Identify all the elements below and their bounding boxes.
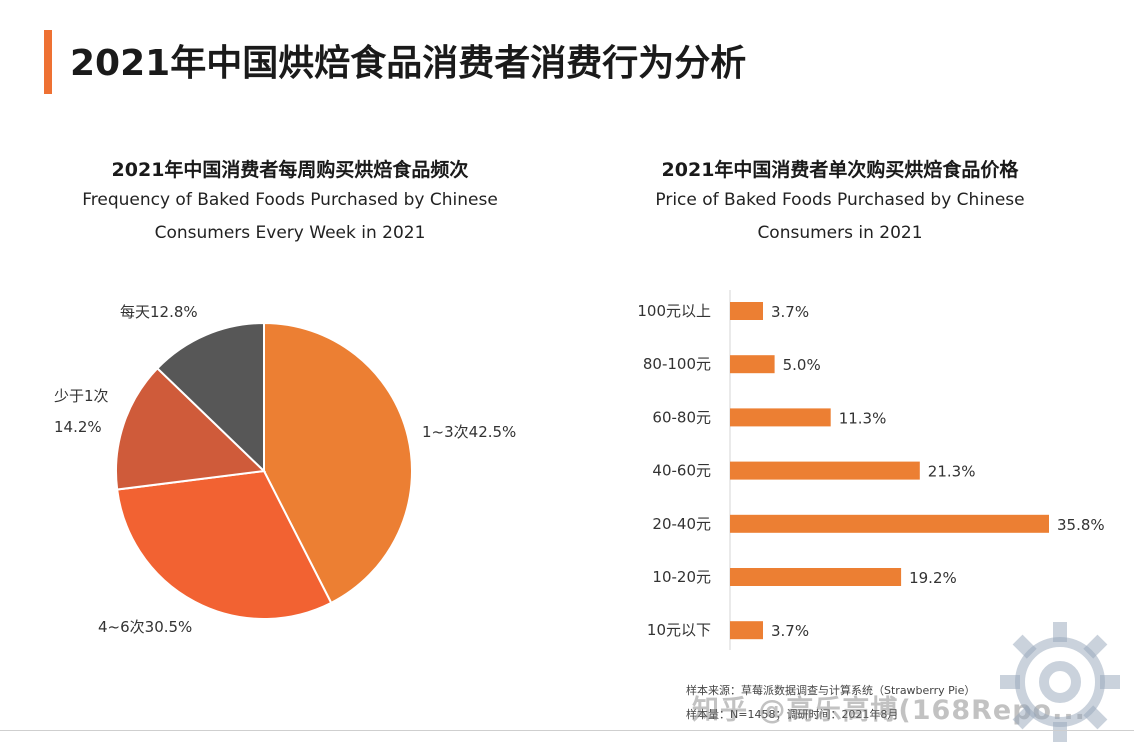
pie-chart-title-en-1: Frequency of Baked Foods Purchased by Ch… (82, 190, 498, 210)
bar-value-label: 21.3% (928, 463, 976, 481)
bar-value-label: 11.3% (839, 409, 887, 427)
pie-slice-3 (115, 366, 267, 491)
title-accent-bar (44, 30, 52, 94)
bar-category-label: 80-100元 (643, 355, 711, 373)
bar-5 (730, 514, 1049, 533)
bar-chart-title-en-1: Price of Baked Foods Purchased by Chines… (655, 190, 1025, 210)
footer-divider (0, 730, 1134, 731)
pie-label-3-value: 14.2% (54, 418, 102, 436)
bar-chart-title-en-2: Consumers in 2021 (757, 223, 923, 243)
pie-label-4: 每天12.8% (120, 303, 198, 321)
bar-value-label: 19.2% (909, 569, 957, 587)
pie-label-2: 4~6次30.5% (98, 618, 192, 636)
bar-4 (730, 461, 920, 480)
pie-label-3-name: 少于1次 (54, 387, 109, 405)
bar-6 (730, 568, 902, 586)
bar-chart-heading: 2021年中国消费者单次购买烘焙食品价格 Price of Baked Food… (590, 156, 1090, 250)
bar-category-label: 10元以下 (647, 621, 711, 639)
bar-7 (730, 621, 763, 640)
pie-slice-4 (155, 321, 265, 474)
pie-chart-title-en-2: Consumers Every Week in 2021 (154, 223, 426, 243)
gear-watermark-icon (1000, 622, 1120, 742)
bar-3 (730, 408, 831, 427)
pie-chart-title-zh: 2021年中国消费者每周购买烘焙食品频次 (111, 159, 469, 181)
pie-label-1: 1~3次42.5% (422, 423, 516, 441)
bar-value-label: 5.0% (783, 356, 821, 374)
bar-value-label: 35.8% (1057, 516, 1105, 534)
bar-category-label: 40-60元 (652, 462, 711, 480)
bar-category-label: 20-40元 (652, 515, 711, 533)
sample-note: 样本量：N=1458；调研时间：2021年8月 (686, 708, 899, 721)
bar-1 (730, 302, 763, 320)
bar-2 (730, 355, 775, 374)
bar-category-label: 60-80元 (652, 408, 711, 426)
bar-category-label: 10-20元 (652, 568, 711, 586)
pie-slice-2 (116, 469, 333, 620)
page-title: 2021年中国烘焙食品消费者消费行为分析 (70, 43, 747, 84)
pie-chart-heading: 2021年中国消费者每周购买烘焙食品频次 Frequency of Baked … (40, 156, 540, 250)
bar-chart-title-zh: 2021年中国消费者单次购买烘焙食品价格 (661, 159, 1019, 181)
pie-slice-1 (263, 321, 413, 605)
bar-value-label: 3.7% (771, 303, 809, 321)
bar-category-label: 100元以上 (637, 302, 711, 320)
bar-value-label: 3.7% (771, 622, 809, 640)
source-note: 样本来源：草莓派数据调查与计算系统（Strawberry Pie） (686, 684, 976, 697)
